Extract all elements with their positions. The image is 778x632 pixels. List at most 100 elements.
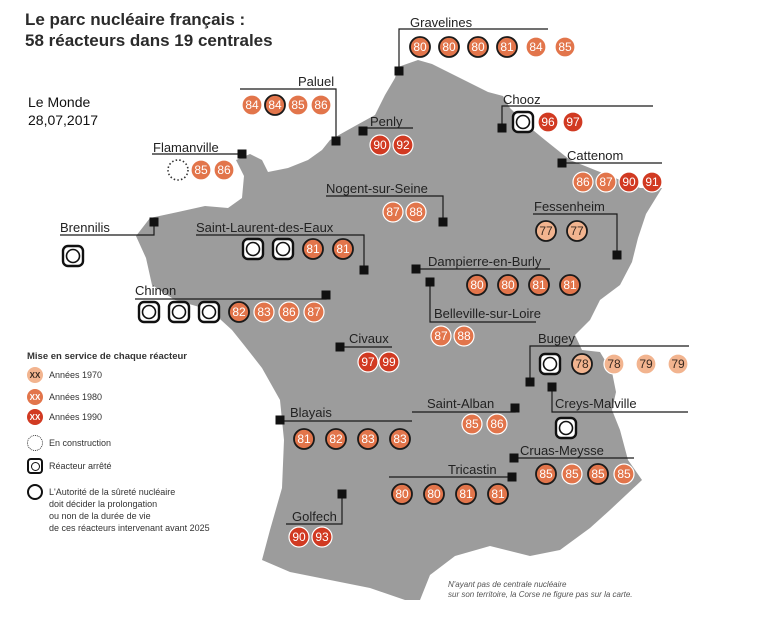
nogent-sur-seine-callout-line bbox=[326, 195, 444, 222]
legend-label: L'Autorité de la sûreté nucléaire doit d… bbox=[49, 487, 210, 533]
golfech-reactor-disc bbox=[288, 526, 310, 548]
france-land bbox=[136, 60, 662, 600]
brennilis-plant[interactable]: Brennilis bbox=[60, 217, 159, 268]
golfech-plant-name: Golfech bbox=[292, 509, 337, 524]
blayais-reactor-year: 82 bbox=[329, 432, 343, 446]
bugey-reactor-disc bbox=[603, 353, 625, 375]
golfech-plant-marker[interactable] bbox=[337, 489, 347, 499]
belleville-sur-loire-reactor-year: 88 bbox=[457, 329, 471, 343]
blayais-plant-name: Blayais bbox=[290, 405, 332, 420]
paluel-reactor-disc bbox=[310, 94, 332, 116]
cruas-meysse-plant-marker[interactable] bbox=[509, 453, 519, 463]
flamanville-plant-marker[interactable] bbox=[237, 149, 247, 159]
map-title-line2: 58 réacteurs dans 19 centrales bbox=[25, 31, 273, 50]
chooz-plant-marker[interactable] bbox=[497, 123, 507, 133]
blayais-plant-marker[interactable] bbox=[275, 415, 285, 425]
civaux-plant-marker[interactable] bbox=[335, 342, 345, 352]
belleville-sur-loire-plant-name: Belleville-sur-Loire bbox=[434, 306, 541, 321]
creys-malville-stopped-reactor-icon bbox=[554, 416, 578, 440]
creys-malville-callout-line bbox=[551, 387, 688, 413]
cattenom-plant-marker[interactable] bbox=[557, 158, 567, 168]
chinon-reactor-year: 83 bbox=[257, 305, 271, 319]
dampierre-en-burly-reactor-disc bbox=[497, 274, 519, 296]
belleville-sur-loire-plant-marker[interactable] bbox=[425, 277, 435, 287]
nogent-sur-seine-plant-marker[interactable] bbox=[438, 217, 448, 227]
saint-alban-reactor-year: 86 bbox=[490, 417, 504, 431]
source-credit: Le Monde 28,07,2017 bbox=[28, 93, 98, 129]
chinon-plant[interactable]: Chinon 82 83 86 87 bbox=[135, 283, 331, 324]
bugey-reactor-year: 79 bbox=[671, 357, 685, 371]
cruas-meysse-reactor-year: 85 bbox=[539, 467, 553, 481]
chinon-reactor-disc bbox=[303, 301, 325, 323]
cattenom-plant[interactable]: Cattenom 86 87 90 91 bbox=[557, 148, 663, 193]
legend-heading: Mise en service de chaque réacteur bbox=[27, 351, 187, 362]
golfech-plant[interactable]: Golfech 90 93 bbox=[288, 489, 347, 548]
cruas-meysse-plant-name: Cruas-Meysse bbox=[520, 443, 604, 458]
tricastin-reactor-year: 81 bbox=[491, 487, 505, 501]
creys-malville-plant-marker[interactable] bbox=[547, 382, 557, 392]
nogent-sur-seine-reactor-year: 87 bbox=[386, 205, 400, 219]
gravelines-reactor-year: 80 bbox=[442, 40, 456, 54]
dampierre-en-burly-plant[interactable]: Dampierre-en-Burly 80 80 81 81 bbox=[411, 254, 581, 296]
cattenom-plant-name: Cattenom bbox=[567, 148, 623, 163]
cattenom-reactor-disc bbox=[572, 171, 594, 193]
tricastin-plant-name: Tricastin bbox=[448, 462, 497, 477]
fessenheim-plant-marker[interactable] bbox=[612, 250, 622, 260]
belleville-sur-loire-reactor-disc bbox=[430, 325, 452, 347]
saint-laurent-des-eaux-plant-marker[interactable] bbox=[359, 265, 369, 275]
cruas-meysse-reactor-year: 85 bbox=[565, 467, 579, 481]
legend-y1990-swatch: XX bbox=[27, 409, 43, 425]
gravelines-reactor-year: 84 bbox=[529, 40, 543, 54]
brennilis-plant-marker[interactable] bbox=[149, 217, 159, 227]
penly-reactor-year: 92 bbox=[396, 138, 410, 152]
penly-plant-marker[interactable] bbox=[358, 126, 368, 136]
saint-alban-plant-marker[interactable] bbox=[510, 403, 520, 413]
cattenom-reactor-disc bbox=[595, 171, 617, 193]
cruas-meysse-plant[interactable]: Cruas-Meysse 85 85 85 85 bbox=[509, 443, 635, 485]
callout-layer bbox=[60, 28, 689, 525]
flamanville-plant[interactable]: Flamanville 85 86 bbox=[153, 140, 247, 181]
belleville-sur-loire-reactor-disc bbox=[453, 325, 475, 347]
nogent-sur-seine-plant[interactable]: Nogent-sur-Seine 87 88 bbox=[326, 181, 448, 227]
gravelines-plant-marker[interactable] bbox=[394, 66, 404, 76]
construction-icon bbox=[27, 435, 43, 451]
gravelines-reactor-disc bbox=[409, 36, 431, 58]
corsica-note-line2: sur son territoire, la Corse ne figure p… bbox=[448, 590, 633, 599]
gravelines-plant[interactable]: Gravelines 80 80 80 81 84 85 bbox=[394, 15, 576, 76]
blayais-reactor-disc bbox=[293, 428, 315, 450]
saint-alban-plant[interactable]: Saint-Alban 85 86 bbox=[427, 396, 520, 435]
tricastin-plant-marker[interactable] bbox=[507, 472, 517, 482]
tricastin-plant[interactable]: Tricastin 80 80 81 81 bbox=[391, 462, 517, 505]
fessenheim-plant[interactable]: Fessenheim 77 77 bbox=[534, 199, 622, 260]
chinon-plant-marker[interactable] bbox=[321, 290, 331, 300]
flamanville-reactor-disc bbox=[213, 159, 235, 181]
dampierre-en-burly-plant-marker[interactable] bbox=[411, 264, 421, 274]
tricastin-reactor-year: 80 bbox=[427, 487, 441, 501]
cattenom-reactor-disc bbox=[618, 171, 640, 193]
cattenom-reactor-year: 90 bbox=[622, 175, 636, 189]
brennilis-plant-name: Brennilis bbox=[60, 220, 110, 235]
civaux-plant[interactable]: Civaux 97 99 bbox=[335, 331, 400, 373]
paluel-plant[interactable]: Paluel 84 84 85 86 bbox=[241, 74, 341, 146]
paluel-reactor-disc bbox=[264, 94, 286, 116]
dampierre-en-burly-reactor-disc bbox=[559, 274, 581, 296]
belleville-sur-loire-plant[interactable]: Belleville-sur-Loire 87 88 bbox=[425, 277, 541, 347]
blayais-reactor-year: 83 bbox=[393, 432, 407, 446]
fessenheim-plant-name: Fessenheim bbox=[534, 199, 605, 214]
chinon-stopped-reactor-icon bbox=[167, 300, 191, 324]
saint-alban-plant-name: Saint-Alban bbox=[427, 396, 494, 411]
saint-laurent-des-eaux-plant-name: Saint-Laurent-des-Eaux bbox=[196, 220, 334, 235]
chooz-reactor-year: 97 bbox=[566, 115, 580, 129]
penly-plant[interactable]: Penly 90 92 bbox=[358, 114, 414, 156]
bugey-plant-marker[interactable] bbox=[525, 377, 535, 387]
blayais-plant[interactable]: Blayais 81 82 83 83 bbox=[275, 405, 411, 450]
paluel-plant-marker[interactable] bbox=[331, 136, 341, 146]
chooz-reactor-year: 96 bbox=[541, 115, 555, 129]
civaux-reactor-disc bbox=[357, 351, 379, 373]
creys-malville-plant[interactable]: Creys-Malville bbox=[547, 382, 637, 440]
paluel-reactor-year: 85 bbox=[291, 98, 305, 112]
fessenheim-reactor-year: 77 bbox=[570, 224, 584, 238]
